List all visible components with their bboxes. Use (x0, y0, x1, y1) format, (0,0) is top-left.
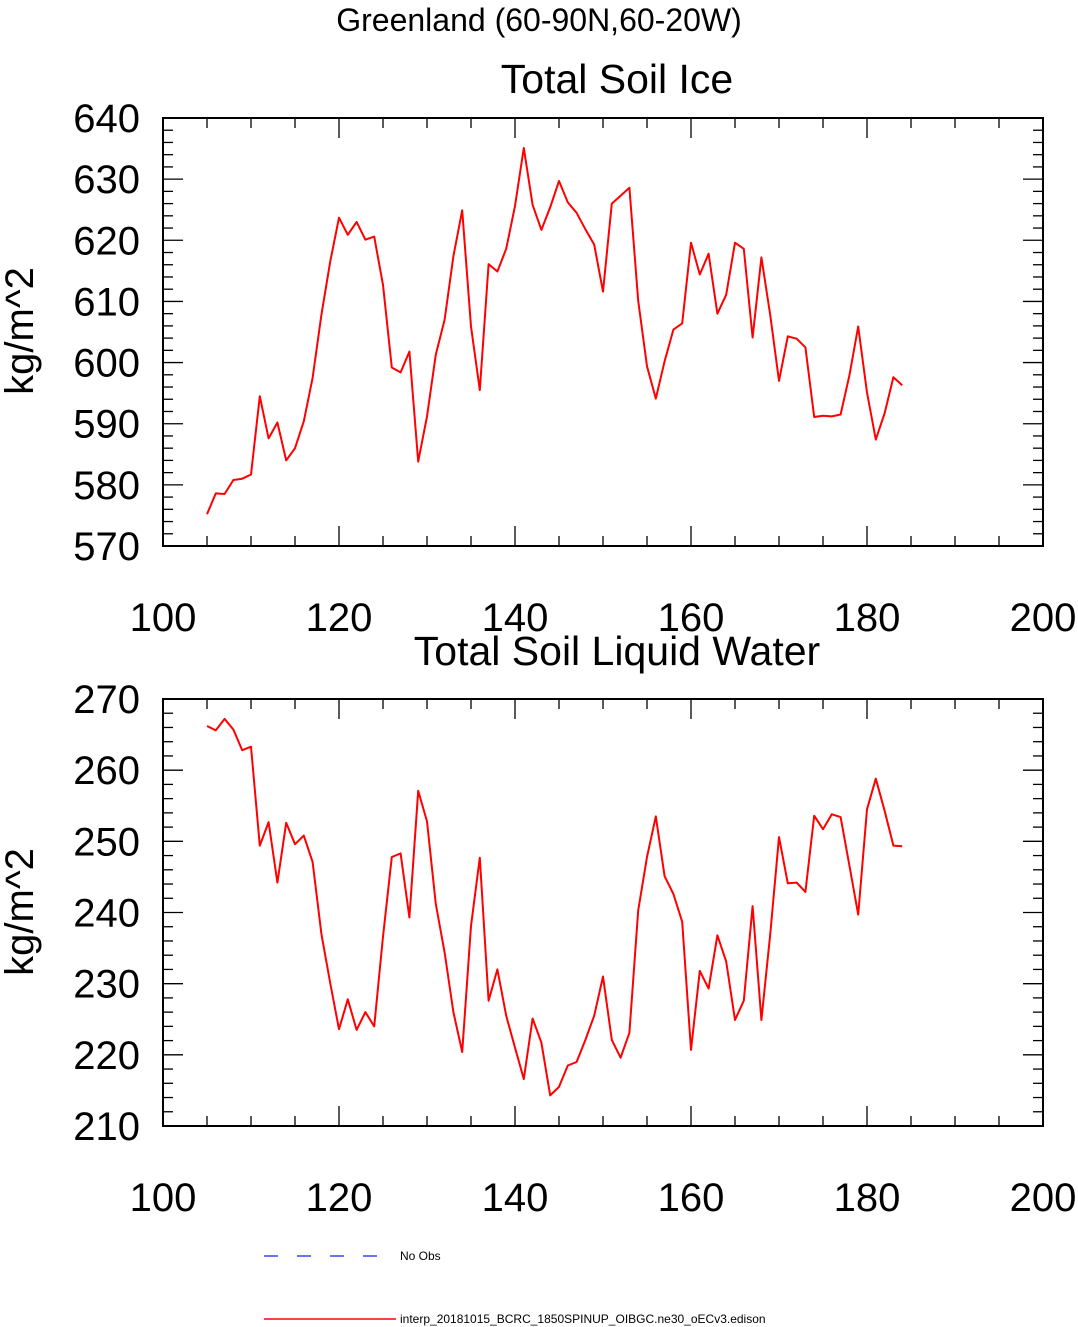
x-tick-label: 200 (1010, 596, 1077, 640)
x-tick-label: 180 (834, 596, 901, 640)
y-tick-label: 220 (73, 1034, 140, 1078)
y-tick-label: 630 (73, 158, 140, 202)
legend-label-model: interp_20181015_BCRC_1850SPINUP_OIBGC.ne… (400, 1312, 766, 1326)
x-tick-label: 140 (482, 596, 549, 640)
y-tick-label: 590 (73, 403, 140, 447)
x-tick-label: 200 (1010, 1176, 1077, 1220)
y-tick-label: 570 (73, 525, 140, 569)
y-axis-label: kg/m^2 (0, 267, 42, 395)
y-tick-label: 250 (73, 820, 140, 864)
x-tick-label: 160 (658, 1176, 725, 1220)
plot-frame (162, 117, 1044, 547)
x-tick-label: 100 (130, 596, 197, 640)
y-tick-label: 640 (73, 97, 140, 141)
y-tick-label: 600 (73, 342, 140, 386)
x-tick-label: 120 (306, 1176, 373, 1220)
y-tick-label: 230 (73, 963, 140, 1007)
y-tick-label: 610 (73, 280, 140, 324)
series-line (206, 717, 903, 1097)
x-tick-label: 120 (306, 596, 373, 640)
y-tick-label: 580 (73, 464, 140, 508)
panel-total-soil-ice: Total Soil Ice kg/m^2 100 120 140 160 180 200… (0, 56, 1076, 640)
series-line (206, 147, 903, 515)
y-tick-label: 240 (73, 892, 140, 936)
x-tick-label: 180 (834, 1176, 901, 1220)
x-tick-label: 140 (482, 1176, 549, 1220)
legend: No Obs interp_20181015_BCRC_1850SPINUP_O… (264, 1249, 766, 1326)
plot-frame (162, 698, 1044, 1127)
x-tick-label: 100 (130, 1176, 197, 1220)
y-tick-label: 210 (73, 1105, 140, 1149)
y-tick-label: 620 (73, 219, 140, 263)
x-tick-label: 160 (658, 596, 725, 640)
panel-total-soil-liquid-water: Total Soil Liquid Water kg/m^2 100 120 140… (0, 628, 1076, 1220)
y-axis-label: kg/m^2 (0, 848, 42, 976)
panel-title: Total Soil Liquid Water (414, 628, 820, 674)
figure-suptitle: Greenland (60-90N,60-20W) (336, 2, 742, 38)
legend-label-no-obs: No Obs (400, 1249, 441, 1263)
panel-title: Total Soil Ice (501, 56, 733, 102)
y-tick-label: 260 (73, 749, 140, 793)
y-tick-label: 270 (73, 678, 140, 722)
